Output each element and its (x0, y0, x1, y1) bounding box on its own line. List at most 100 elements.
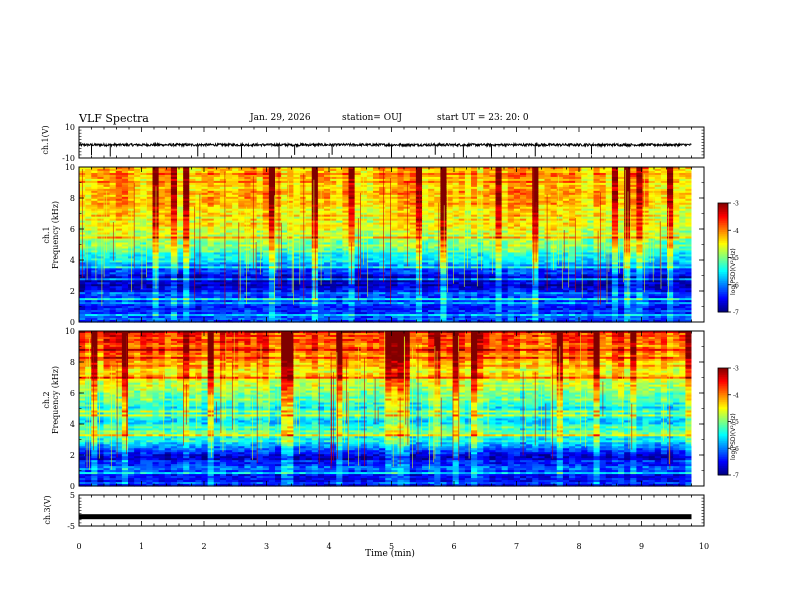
psd-cell (121, 190, 129, 194)
psd-cell (440, 202, 448, 206)
psd-cell (550, 200, 558, 204)
psd-cell (305, 188, 313, 192)
psd-cell (189, 198, 196, 202)
psd-cell (354, 212, 362, 216)
psd-cell (587, 174, 595, 178)
psd-cell (581, 236, 588, 240)
psd-cell (299, 172, 307, 176)
psd-cell (287, 170, 294, 174)
psd-cell (667, 222, 674, 226)
psd-cell (654, 200, 662, 204)
psd-cell (177, 216, 184, 220)
psd-cell (526, 208, 533, 212)
psd-cell (538, 198, 546, 202)
psd-cell (513, 190, 521, 194)
psd-cell (366, 190, 374, 194)
psd-cell (219, 232, 227, 236)
psd-cell (458, 188, 466, 192)
psd-cell (654, 192, 662, 196)
psd-cell (342, 198, 350, 202)
psd-cell (299, 186, 307, 190)
psd-cell (495, 232, 503, 236)
psd-cell (642, 190, 650, 194)
psd-cell (422, 176, 429, 180)
psd-cell (207, 230, 215, 234)
psd-cell (403, 236, 411, 240)
psd-cell (618, 212, 625, 216)
psd-cell (244, 192, 252, 196)
psd-cell (244, 174, 252, 178)
psd-cell (434, 172, 441, 176)
psd-cell (373, 226, 380, 230)
psd-cell (569, 206, 576, 210)
psd-cell (140, 206, 147, 210)
psd-cell (134, 208, 141, 212)
psd-cell (170, 218, 178, 222)
psd-cell (366, 208, 374, 212)
psd-cell (673, 222, 680, 226)
psd-cell (544, 170, 552, 174)
psd-cell (195, 216, 203, 220)
psd-cell (587, 230, 595, 234)
psd-cell (569, 172, 576, 176)
psd-cell (226, 192, 233, 196)
psd-cell (636, 196, 644, 200)
psd-cell (268, 232, 276, 236)
psd-cell (91, 192, 98, 196)
psd-cell (177, 168, 184, 172)
psd-cell (434, 176, 441, 180)
psd-cell (226, 230, 233, 234)
psd-cell (134, 178, 141, 182)
psd-cell (428, 180, 435, 184)
psd-cell (305, 192, 313, 196)
psd-cell (605, 178, 613, 182)
psd-cell (513, 212, 521, 216)
psd-cell (654, 178, 662, 182)
psd-cell (471, 202, 478, 206)
psd-cell (146, 222, 154, 226)
psd-cell (409, 186, 417, 190)
psd-cell (324, 184, 331, 188)
psd-cell (526, 228, 533, 232)
psd-cell (324, 228, 331, 232)
psd-cell (428, 170, 435, 174)
psd-cell (618, 232, 625, 236)
psd-cell (391, 234, 399, 238)
psd-cell (550, 198, 558, 202)
psd-cell (366, 174, 374, 178)
psd-cell (195, 168, 203, 172)
psd-cell (397, 200, 405, 204)
psd-cell (250, 220, 258, 224)
psd-cell (152, 172, 160, 176)
psd-cell (495, 228, 503, 232)
psd-cell (342, 178, 350, 182)
psd-cell (201, 192, 209, 196)
psd-cell (195, 236, 203, 240)
psd-cell (446, 214, 454, 218)
psd-cell (201, 230, 209, 234)
psd-cell (422, 228, 429, 232)
psd-cell (556, 186, 564, 190)
psd-cell (379, 200, 386, 204)
psd-cell (507, 190, 515, 194)
psd-cell (121, 184, 129, 188)
psd-cell (391, 192, 399, 196)
psd-cell (354, 170, 362, 174)
psd-cell (501, 224, 509, 228)
psd-cell (201, 234, 209, 238)
psd-cell (379, 192, 386, 196)
psd-cell (385, 176, 392, 180)
psd-cell (140, 186, 147, 190)
psd-cell (275, 192, 282, 196)
psd-cell (587, 226, 595, 230)
psd-cell (281, 190, 288, 194)
psd-cell (91, 216, 98, 220)
psd-cell (366, 232, 374, 236)
psd-cell (501, 236, 509, 240)
psd-cell (299, 196, 307, 200)
psd-cell (636, 176, 644, 180)
psd-cell (685, 174, 693, 178)
psd-cell (648, 218, 656, 222)
psd-cell (471, 210, 478, 214)
psd-cell (464, 167, 472, 170)
